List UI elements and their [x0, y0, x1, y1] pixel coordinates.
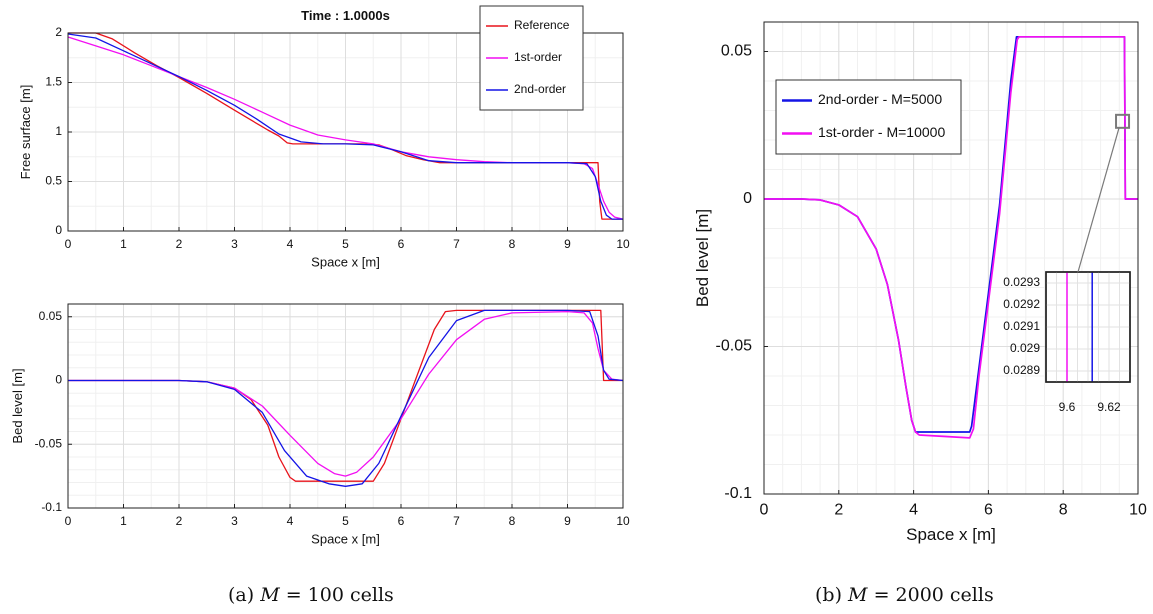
y-axis-label: Bed level [m] — [693, 209, 712, 307]
x-axis-label: Space x [m] — [311, 255, 380, 270]
caption-a-variable: M — [260, 584, 280, 606]
x-tick-label: 10 — [1129, 501, 1147, 518]
plot-frame — [763, 21, 1139, 495]
zoom-marker-box — [1115, 113, 1131, 129]
x-tick-label: 1 — [120, 237, 127, 251]
x-tick-label: 2 — [834, 501, 843, 518]
legend-box — [775, 79, 962, 155]
y-tick-label: -0.05 — [35, 436, 63, 450]
inset-y-tick-label: 0.0292 — [1003, 297, 1040, 311]
x-tick-label: 3 — [231, 514, 238, 528]
x-tick-label: 7 — [453, 514, 460, 528]
series-line-2nd-order — [67, 33, 623, 220]
y-axis-label: Bed level [m] — [10, 368, 25, 443]
zoom-connector-line — [1077, 127, 1120, 273]
legend-label: Reference — [514, 18, 570, 32]
x-tick-label: 0 — [65, 237, 72, 251]
x-tick-label: 8 — [1059, 501, 1068, 518]
x-tick-label: 9 — [564, 514, 571, 528]
x-axis-label: Space x [m] — [906, 525, 996, 544]
y-tick-label: -0.1 — [41, 500, 62, 514]
inset-y-tick-label: 0.0291 — [1003, 319, 1040, 333]
x-tick-label: 1 — [120, 514, 127, 528]
y-tick-label: 2 — [55, 25, 62, 39]
series-line-1st-order — [68, 310, 624, 477]
plot-frame — [67, 303, 624, 509]
x-tick-label: 8 — [509, 237, 516, 251]
free-surface-plot: 0 1 2 3 4 5 6 7 8 9 10 0 0.5 1 1.5 2 Space x [m] Free sur… — [18, 5, 630, 270]
x-tick-label: 4 — [287, 514, 294, 528]
caption-a: (a) M = 100 cells — [228, 584, 394, 606]
y-tick-label: 0 — [55, 223, 62, 237]
x-tick-label: 7 — [453, 237, 460, 251]
y-tick-label: 0 — [55, 373, 62, 387]
chart-title: Time : 1.0000s — [301, 8, 390, 23]
inset-y-tick-label: 0.029 — [1010, 341, 1040, 355]
y-tick-label: 1.5 — [45, 75, 62, 89]
x-tick-label: 6 — [398, 237, 405, 251]
x-tick-label: 0 — [760, 501, 769, 518]
legend-label: 2nd-order - M=5000 — [818, 91, 942, 107]
x-axis-label: Space x [m] — [311, 532, 380, 547]
inset-border — [1045, 271, 1131, 383]
inset-y-tick-label: 0.0293 — [1003, 275, 1040, 289]
caption-a-prefix: (a) — [228, 584, 255, 606]
x-tick-label: 5 — [342, 514, 349, 528]
bed-level-plot-coarse: 0 1 2 3 4 5 6 7 8 9 10 -0.1 -0.05 0 0.05 Space x [m] Bed… — [10, 303, 630, 547]
series-line-1st-order-m-10000 — [764, 35, 1138, 439]
y-tick-label: 1 — [55, 124, 62, 138]
legend-label: 1st-order - M=10000 — [818, 124, 945, 140]
y-tick-label: 0 — [743, 190, 752, 207]
x-tick-label: 2 — [176, 237, 183, 251]
legend-label: 2nd-order — [514, 82, 566, 96]
x-tick-label: 2 — [176, 514, 183, 528]
legend-label: 1st-order — [514, 50, 562, 64]
bed-level-plot-fine: 0 2 4 6 8 10 -0.1 -0.05 0 0.05 Space x [m] Bed leve… — [693, 21, 1147, 544]
caption-b-prefix: (b) — [815, 584, 842, 606]
x-tick-label: 6 — [398, 514, 405, 528]
inset-x-tick-label: 9.62 — [1097, 400, 1121, 414]
y-axis-label: Free surface [m] — [18, 85, 33, 180]
x-tick-label: 0 — [65, 514, 72, 528]
inset-x-tick-label: 9.6 — [1059, 400, 1076, 414]
caption-b-rest: = 2000 cells — [873, 584, 994, 606]
x-tick-label: 9 — [564, 237, 571, 251]
x-tick-label: 10 — [616, 237, 630, 251]
x-tick-label: 5 — [342, 237, 349, 251]
x-tick-label: 6 — [984, 501, 993, 518]
caption-a-rest: = 100 cells — [285, 584, 394, 606]
caption-b-variable: M — [848, 584, 868, 606]
x-tick-label: 4 — [287, 237, 294, 251]
y-tick-label: -0.1 — [724, 485, 752, 502]
inset-y-tick-label: 0.0289 — [1003, 363, 1040, 377]
x-tick-label: 8 — [509, 514, 516, 528]
plot-frame — [67, 32, 624, 232]
x-tick-label: 4 — [909, 501, 918, 518]
caption-b: (b) M = 2000 cells — [815, 584, 994, 606]
x-tick-label: 10 — [616, 514, 630, 528]
y-tick-label: -0.05 — [716, 338, 753, 355]
y-tick-label: 0.05 — [39, 309, 63, 323]
x-tick-label: 3 — [231, 237, 238, 251]
series-line-2nd-order — [68, 309, 624, 487]
y-tick-label: 0.5 — [45, 174, 62, 188]
y-tick-label: 0.05 — [721, 43, 752, 60]
